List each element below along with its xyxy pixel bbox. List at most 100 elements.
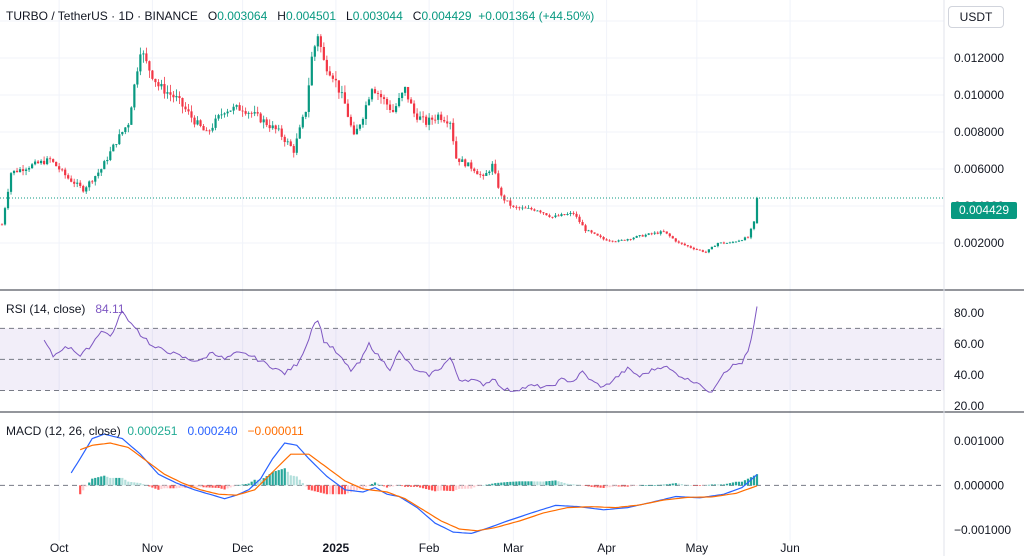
candle-body bbox=[632, 237, 635, 240]
rsi-title[interactable]: RSI (14, close) bbox=[6, 302, 86, 316]
candle bbox=[157, 79, 160, 91]
candle-body bbox=[629, 239, 632, 240]
open-value: 0.003064 bbox=[217, 9, 268, 23]
macd-histogram-bar bbox=[593, 485, 596, 488]
macd-tick-label: 0.000000 bbox=[954, 478, 1004, 492]
candle-body bbox=[707, 249, 710, 253]
macd-histogram-bar bbox=[683, 484, 686, 486]
macd-histogram-bar bbox=[755, 474, 759, 486]
candle-body bbox=[403, 86, 407, 93]
candle-body bbox=[64, 169, 67, 176]
candle bbox=[509, 197, 512, 209]
candle-body bbox=[334, 78, 337, 81]
macd-histogram-bar bbox=[397, 485, 401, 486]
candle bbox=[734, 241, 738, 243]
candle-body bbox=[343, 92, 347, 104]
time-tick-label: Mar bbox=[503, 541, 524, 555]
candle-body bbox=[394, 106, 398, 112]
time-tick-label: Jun bbox=[780, 541, 799, 555]
candle-body bbox=[689, 246, 692, 248]
candle bbox=[701, 249, 704, 253]
candle-body bbox=[686, 245, 689, 247]
candle bbox=[539, 209, 542, 214]
macd-histogram-bar bbox=[485, 484, 488, 486]
candle-body bbox=[157, 82, 160, 87]
candle-body bbox=[467, 162, 470, 167]
candle bbox=[367, 96, 371, 106]
candle bbox=[49, 156, 52, 163]
candle-body bbox=[620, 239, 623, 241]
macd-histogram-bar bbox=[193, 485, 196, 488]
macd-histogram-bar bbox=[647, 485, 650, 486]
candle-body bbox=[551, 216, 554, 218]
candle bbox=[33, 159, 37, 166]
macd-histogram-bar bbox=[106, 476, 109, 486]
macd-histogram-bar bbox=[271, 471, 274, 486]
macd-histogram-bar bbox=[235, 485, 238, 486]
time-tick-label: May bbox=[686, 541, 709, 555]
candle bbox=[130, 106, 133, 125]
candle bbox=[133, 83, 136, 111]
macd-histogram-bar bbox=[157, 485, 160, 490]
symbol-label[interactable]: TURBO / TetherUS · 1D · BINANCE bbox=[6, 9, 198, 23]
candle bbox=[686, 244, 689, 248]
candle-body bbox=[97, 172, 100, 177]
candle-body bbox=[67, 175, 70, 179]
candle bbox=[340, 85, 344, 99]
candle-body bbox=[536, 210, 539, 212]
candle-body bbox=[33, 161, 37, 165]
candle bbox=[352, 121, 356, 136]
candle bbox=[674, 237, 677, 243]
currency-button[interactable]: USDT bbox=[948, 6, 1004, 28]
macd-histogram-bar bbox=[458, 485, 461, 489]
candle bbox=[527, 205, 530, 209]
candle-body bbox=[530, 207, 533, 210]
macd-histogram-bar bbox=[689, 485, 692, 486]
candle-body bbox=[346, 103, 350, 117]
candle bbox=[316, 33, 319, 52]
macd-histogram-bar bbox=[749, 477, 753, 486]
macd-histogram-bar bbox=[488, 484, 491, 486]
macd-title[interactable]: MACD (12, 26, close) bbox=[6, 424, 121, 438]
candle bbox=[322, 42, 325, 61]
candle-body bbox=[271, 125, 274, 129]
macd-histogram-bar bbox=[361, 485, 365, 489]
candle bbox=[656, 231, 659, 235]
macd-histogram-bar bbox=[446, 485, 449, 491]
candle-body bbox=[24, 169, 28, 171]
candle bbox=[30, 162, 34, 169]
candle bbox=[27, 166, 31, 172]
macd-histogram-bar bbox=[680, 484, 683, 486]
candle bbox=[145, 47, 148, 64]
macd-histogram-bar bbox=[187, 485, 190, 488]
candle bbox=[431, 115, 434, 125]
candle bbox=[593, 232, 596, 235]
candle-body bbox=[229, 110, 232, 112]
candle-body bbox=[506, 200, 509, 202]
candle bbox=[55, 161, 58, 167]
macd-histogram-bar bbox=[307, 485, 310, 490]
candle bbox=[521, 205, 524, 211]
candle bbox=[644, 233, 647, 238]
candle-body bbox=[61, 169, 64, 171]
candle bbox=[737, 239, 741, 242]
macd-histogram-bar bbox=[160, 485, 163, 490]
candle bbox=[43, 156, 46, 166]
candle-body bbox=[235, 105, 238, 107]
macd-histogram-bar bbox=[560, 482, 563, 486]
macd-histogram-bar bbox=[148, 485, 151, 487]
macd-histogram-bar bbox=[719, 484, 723, 486]
candle bbox=[572, 211, 575, 216]
candle-body bbox=[250, 112, 253, 114]
price-tick-label: 0.008000 bbox=[954, 125, 1004, 139]
candle bbox=[217, 113, 220, 121]
candle-body bbox=[671, 236, 674, 239]
candle-body bbox=[253, 112, 256, 114]
candle bbox=[752, 221, 756, 231]
candle-body bbox=[214, 118, 217, 128]
candle bbox=[680, 242, 683, 246]
time-tick-label: Apr bbox=[597, 541, 616, 555]
candle-body bbox=[542, 212, 545, 214]
candle-body bbox=[458, 158, 461, 162]
